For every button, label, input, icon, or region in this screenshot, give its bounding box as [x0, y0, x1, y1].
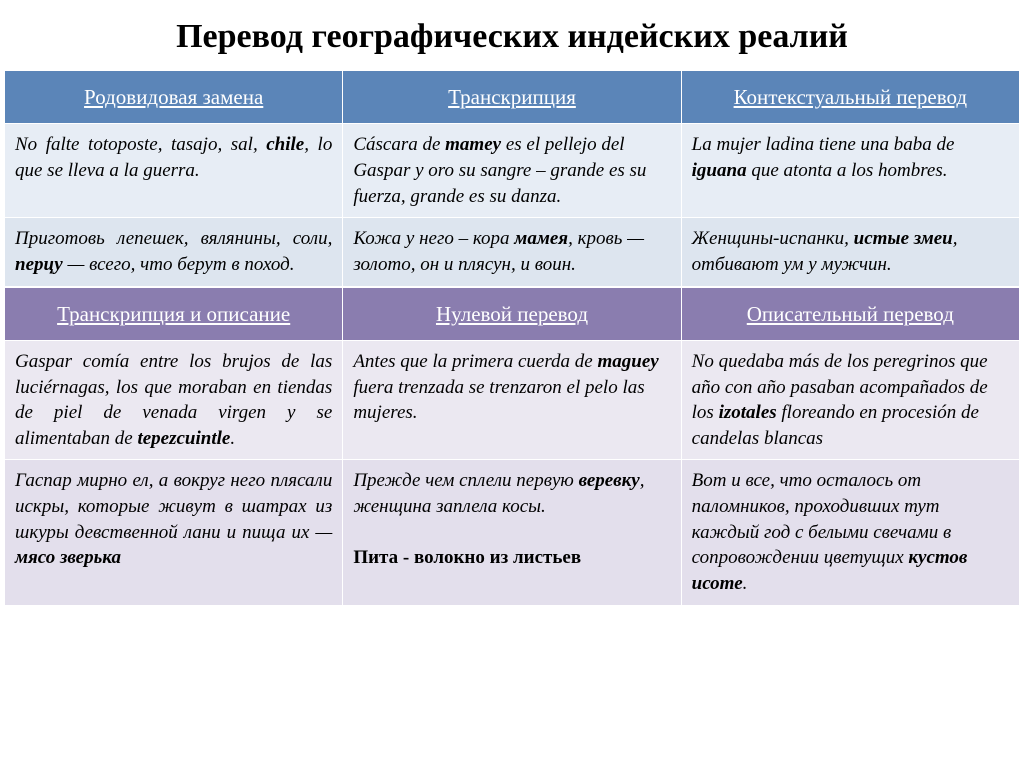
col-header-opisatelnyy: Описательный перевод: [681, 287, 1019, 340]
cell-ru-3: Женщины-испанки, истые змеи, отбивают ум…: [681, 218, 1019, 286]
table-row: Родовидовая замена Транскрипция Контекст…: [5, 71, 1020, 124]
table-row: Gaspar comía entre los brujos de las luc…: [5, 340, 1020, 460]
cell-es-6: No quedaba más de los peregrinos que año…: [681, 340, 1019, 460]
cell-es-4: Gaspar comía entre los brujos de las luc…: [5, 340, 343, 460]
cell-es-2: Cáscara de mamey es el pellejo del Gaspa…: [343, 124, 681, 218]
tables-wrapper: Родовидовая замена Транскрипция Контекст…: [0, 70, 1024, 767]
table-row: Транскрипция и описание Нулевой перевод …: [5, 287, 1020, 340]
col-header-transkriptsiya: Транскрипция: [343, 71, 681, 124]
cell-es-5: Antes que la primera cuerda de maguey fu…: [343, 340, 681, 460]
cell-ru-6: Вот и все, что осталось от паломников, п…: [681, 460, 1019, 605]
slide-container: Перевод географических индейских реалий …: [0, 0, 1024, 767]
cell-es-1: No falte totoposte, tasajo, sal, chile, …: [5, 124, 343, 218]
col-header-kontekstualnyy: Контекстуальный перевод: [681, 71, 1019, 124]
col-header-rodovidovaya: Родовидовая замена: [5, 71, 343, 124]
table-row: No falte totoposte, tasajo, sal, chile, …: [5, 124, 1020, 218]
table-row: Гаспар мирно ел, а вокруг него плясали и…: [5, 460, 1020, 605]
cell-ru-1: Приготовь лепешек, вялянины, соли, перцу…: [5, 218, 343, 286]
col-header-transkriptsiya-opisanie: Транскрипция и описание: [5, 287, 343, 340]
cell-ru-5: Прежде чем сплели первую веревку, женщин…: [343, 460, 681, 605]
cell-es-3: La mujer ladina tiene una baba de iguana…: [681, 124, 1019, 218]
cell-ru-4: Гаспар мирно ел, а вокруг него плясали и…: [5, 460, 343, 605]
table-row: Приготовь лепешек, вялянины, соли, перцу…: [5, 218, 1020, 286]
col-header-nulevoy: Нулевой перевод: [343, 287, 681, 340]
table-purple: Транскрипция и описание Нулевой перевод …: [4, 287, 1020, 606]
slide-title: Перевод географических индейских реалий: [0, 0, 1024, 70]
table-blue: Родовидовая замена Транскрипция Контекст…: [4, 70, 1020, 287]
cell-ru-2: Кожа у него – кора мамея, кровь — золото…: [343, 218, 681, 286]
